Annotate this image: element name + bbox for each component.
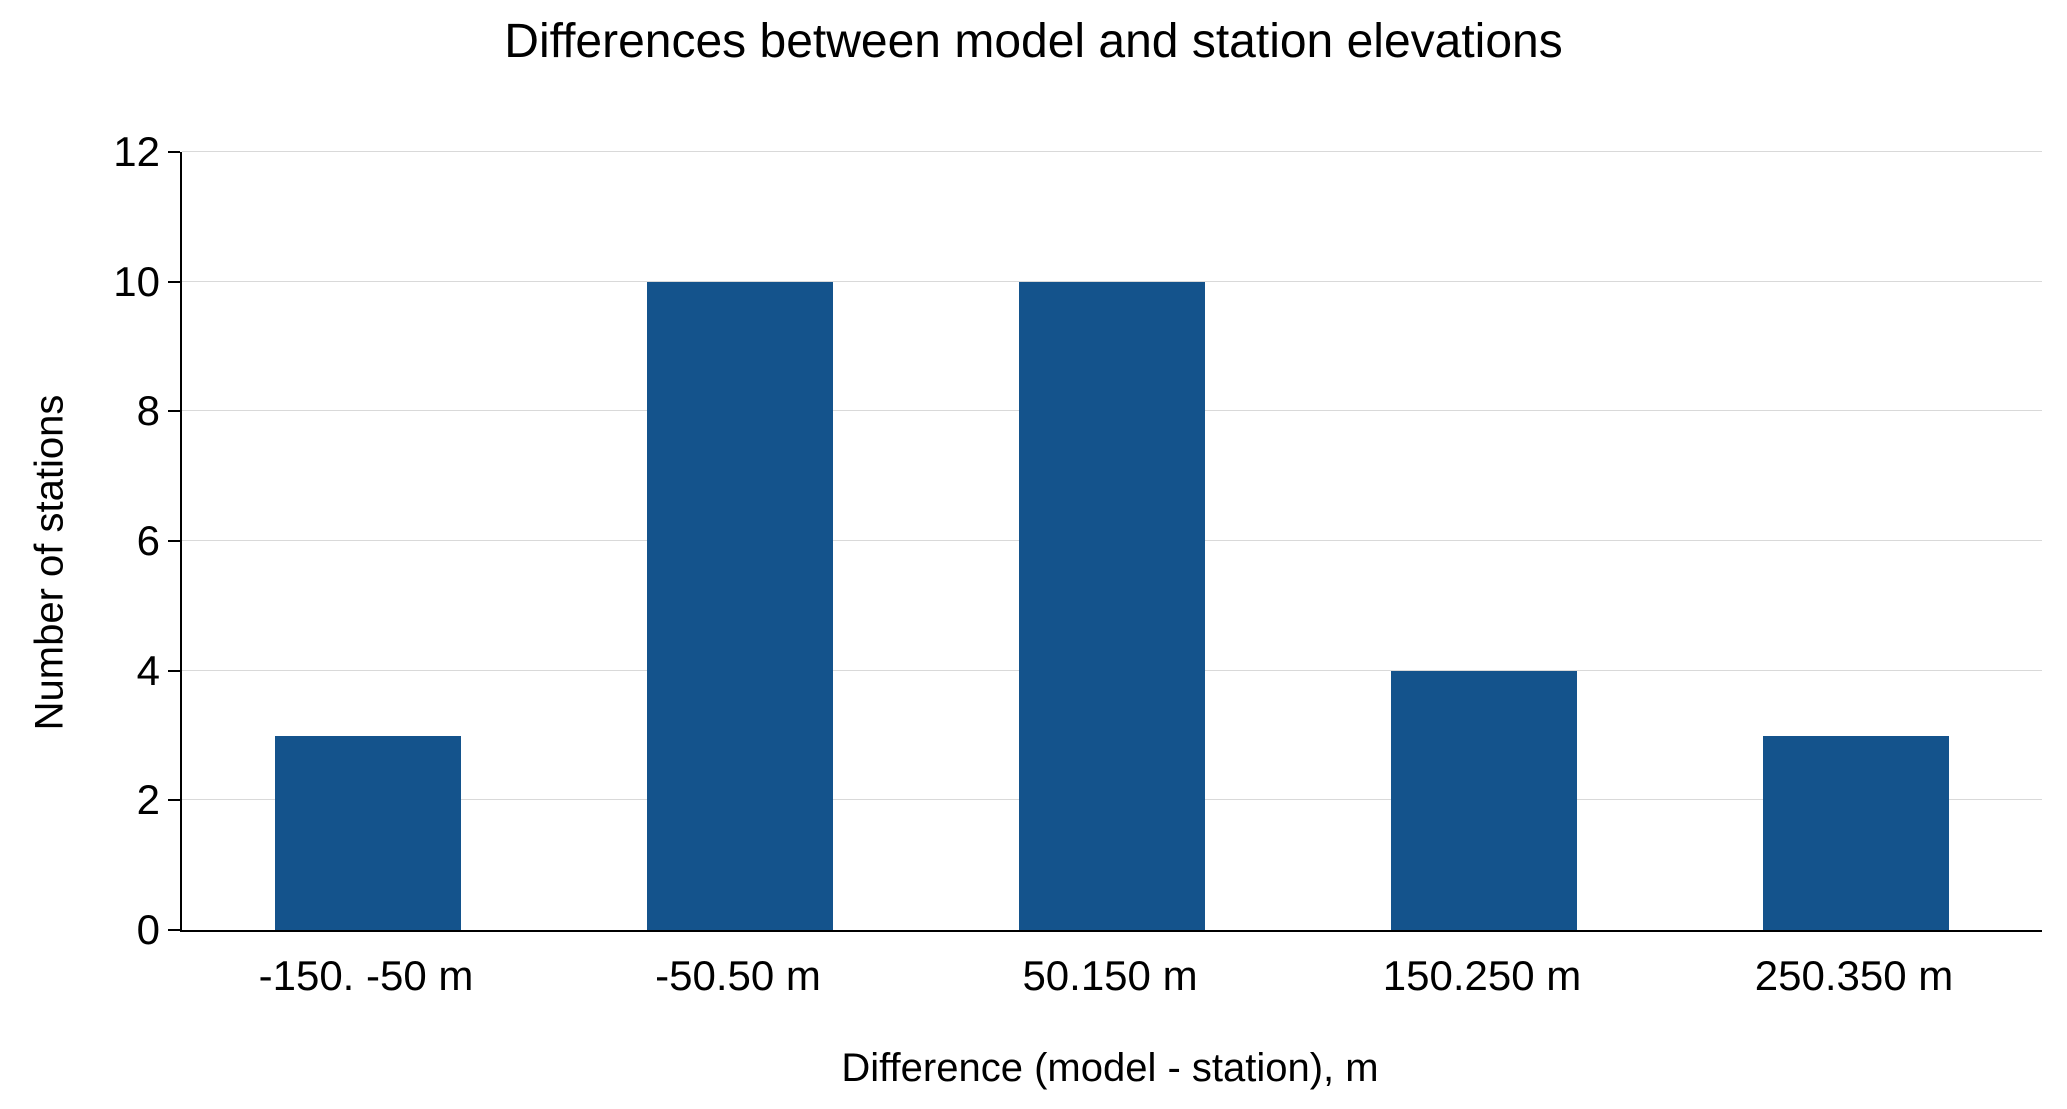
gridline (182, 151, 2042, 152)
y-tick-label: 0 (136, 906, 160, 953)
bar (1763, 735, 1949, 930)
bar (1391, 670, 1577, 930)
bar (647, 281, 833, 930)
y-axis-tick (168, 410, 180, 413)
y-axis-tick (168, 669, 180, 672)
y-axis-tick (168, 799, 180, 802)
plot-area (168, 151, 2042, 932)
x-category-label: 50.150 m (1022, 952, 1198, 999)
y-tick-label: 2 (136, 776, 160, 824)
y-axis-tick (168, 280, 180, 283)
x-axis-title: Difference (model - station), m (841, 1046, 1379, 1090)
x-category-label: -50.50 m (655, 952, 821, 999)
y-tick-label: 4 (136, 646, 160, 694)
gridline (182, 280, 2042, 282)
y-tick-label: 10 (113, 257, 160, 305)
y-tick-label: 6 (136, 517, 160, 564)
y-axis-tick (168, 929, 180, 931)
y-tick-label: 8 (136, 387, 160, 435)
y-tick-label: 12 (113, 128, 160, 175)
chart-title: Differences between model and station el… (504, 15, 1563, 68)
x-category-label: -150. -50 m (258, 952, 474, 999)
y-axis-title: Number of stations (27, 394, 72, 731)
x-category-label: 250.350 m (1754, 952, 1954, 999)
x-axis-labels: -150. -50 m -50.50 m 50.150 m 150.250 m 250.… (180, 952, 2040, 1000)
bar (275, 735, 461, 930)
x-category-label: 150.250 m (1382, 952, 1582, 999)
bar (1019, 281, 1205, 930)
y-axis-tick (168, 151, 180, 153)
y-axis-tick (168, 540, 180, 542)
